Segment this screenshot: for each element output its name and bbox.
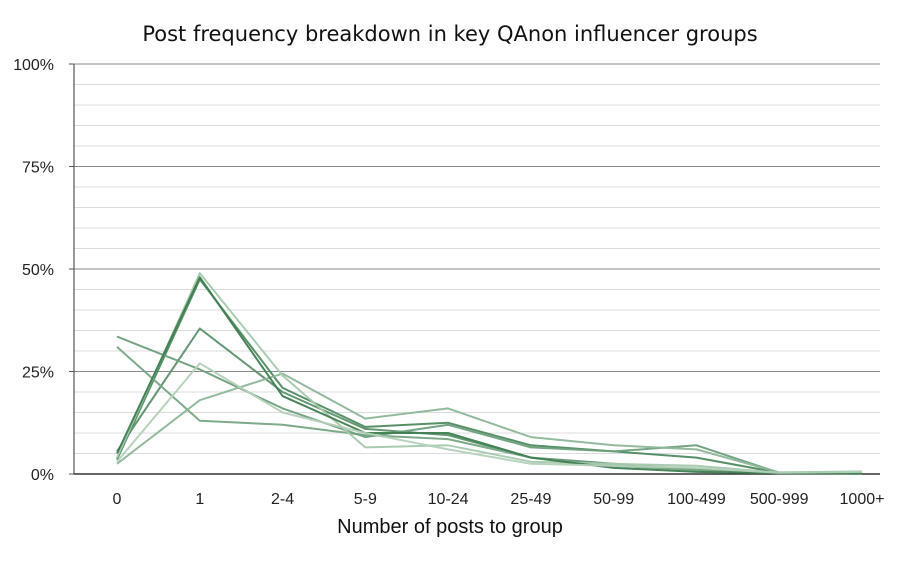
- x-axis-label: Number of posts to group: [337, 516, 563, 538]
- series-line-1: [116, 278, 863, 475]
- x-tick-label: 500-999: [750, 491, 809, 508]
- y-tick-label: 75%: [22, 160, 54, 177]
- series-line-3: [116, 346, 863, 475]
- x-tick-label: 10-24: [428, 491, 469, 508]
- series-line-6: [116, 272, 863, 474]
- x-tick-label: 100-499: [667, 491, 726, 508]
- series-line-2: [116, 327, 863, 475]
- x-tick-label: 50-99: [593, 491, 634, 508]
- y-tick-label: 0%: [31, 467, 54, 484]
- series-line-8: [116, 362, 863, 474]
- y-tick-label: 25%: [22, 365, 54, 382]
- x-tick-label: 5-9: [354, 491, 377, 508]
- series-line-7: [116, 276, 862, 475]
- x-tick-label: 2-4: [271, 491, 294, 508]
- y-tick-label: 100%: [13, 57, 54, 74]
- x-tick-label: 1: [195, 491, 204, 508]
- x-tick-label: 1000+: [840, 491, 885, 508]
- x-tick-label: 25-49: [510, 491, 551, 508]
- x-tick-label: 0: [113, 491, 122, 508]
- chart-title: Post frequency breakdown in key QAnon in…: [142, 22, 758, 46]
- y-tick-label: 50%: [22, 262, 54, 279]
